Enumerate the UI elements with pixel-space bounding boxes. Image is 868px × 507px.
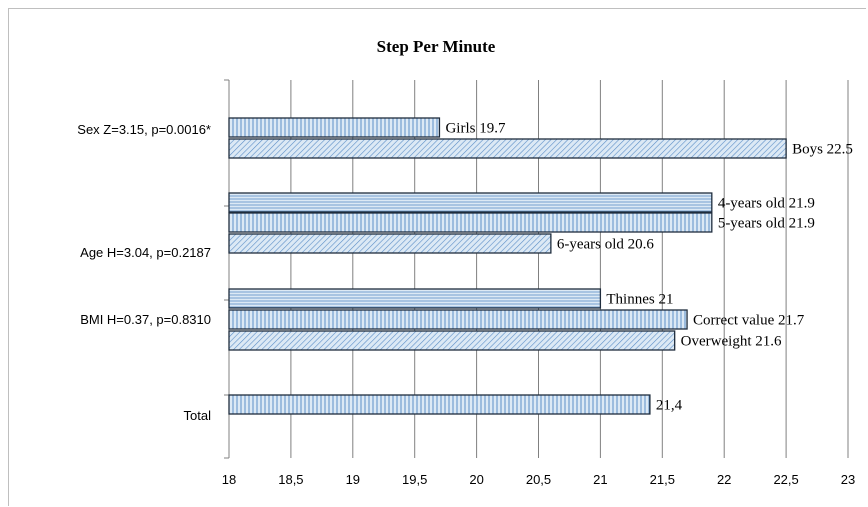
data-label: 6-years old 20.6 [557, 237, 655, 253]
chart-frame [8, 8, 866, 506]
data-label: Boys 22.5 [792, 142, 853, 158]
bar [228, 138, 787, 159]
data-label: Correct value 21.7 [693, 313, 805, 329]
x-tick-label: 18,5 [278, 472, 303, 487]
data-label: 5-years old 21.9 [718, 216, 815, 232]
x-tick-label: 21,5 [650, 472, 675, 487]
bar [228, 233, 552, 254]
data-label: 4-years old 21.9 [718, 196, 815, 212]
bar [228, 212, 713, 233]
bar [228, 394, 651, 415]
x-tick-label: 20,5 [526, 472, 551, 487]
x-tick-label: 19,5 [402, 472, 427, 487]
category-label: Sex Z=3.15, p=0.0016* [77, 122, 211, 137]
x-tick-label: 22 [717, 472, 731, 487]
bar [228, 309, 688, 330]
data-label: Thinnes 21 [606, 292, 673, 308]
bar [228, 117, 441, 138]
data-label: Girls 19.7 [445, 121, 506, 137]
bar [228, 330, 676, 351]
x-tick-label: 18 [222, 472, 236, 487]
category-label: Total [184, 408, 212, 423]
data-label: Overweight 21.6 [681, 334, 782, 350]
x-tick-label: 20 [469, 472, 483, 487]
bar [228, 288, 602, 309]
x-tick-label: 23 [841, 472, 855, 487]
category-label: BMI H=0.37, p=0.8310 [80, 312, 211, 327]
x-tick-label: 21 [593, 472, 607, 487]
x-tick-label: 22,5 [773, 472, 798, 487]
bar [228, 192, 713, 213]
data-label: 21,4 [656, 398, 683, 414]
category-label: Age H=3.04, p=0.2187 [80, 245, 211, 260]
chart-title: Step Per Minute [377, 37, 496, 56]
x-tick-label: 19 [346, 472, 360, 487]
